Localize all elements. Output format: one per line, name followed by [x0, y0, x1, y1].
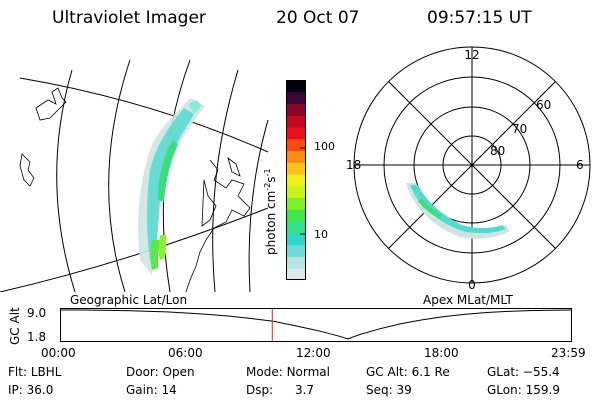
ip-value: 36.0	[26, 383, 54, 397]
lat-label-60: 60	[536, 98, 551, 112]
colorbar-swatch	[286, 91, 306, 105]
colorbar-swatch	[286, 162, 306, 175]
geographic-map	[0, 59, 269, 292]
door-label: Door:	[126, 365, 159, 379]
mlt-label-0: 0	[468, 278, 476, 290]
aurora-emission	[138, 98, 205, 275]
unit-exponent-cm: -2	[263, 182, 272, 191]
dsp-label: Dsp:	[246, 383, 274, 397]
instrument-title: Ultraviolet Imager	[52, 8, 206, 28]
aurora-oval	[406, 183, 510, 239]
timeline-ytick-max: 9.0	[27, 306, 47, 320]
info-filter: Flt: LBHL	[8, 365, 61, 379]
colorbar-swatch	[286, 209, 306, 222]
glat-label: GLat:	[487, 365, 520, 379]
polar-plot: 12 18 6 0 60 70 80	[346, 46, 591, 290]
longitude-line	[108, 59, 131, 292]
unit-photon-cm: photon cm	[264, 190, 278, 255]
colorbar-tick-10: 10	[314, 228, 328, 241]
geo-panel-label: Geographic Lat/Lon	[70, 293, 188, 307]
seq-label: Seq:	[366, 383, 393, 397]
gcalt-label: GC Alt:	[366, 365, 408, 379]
colorbar-unit-label: photon cm-2s-1	[263, 168, 278, 255]
latitude-line	[0, 207, 269, 292]
longitude-line	[248, 119, 269, 292]
longitude-line	[212, 69, 239, 292]
timeline-xtick-0000: 00:00	[41, 346, 76, 360]
mlt-line-diagonal	[388, 81, 556, 249]
colorbar-swatch	[286, 174, 306, 187]
coastline	[227, 156, 241, 177]
altitude-timeline	[60, 308, 572, 342]
info-ip: IP: 36.0	[8, 383, 53, 397]
altitude-curve	[60, 309, 572, 340]
unit-s: s	[264, 176, 278, 183]
info-gain: Gain: 14	[126, 383, 177, 397]
mlt-label-6: 6	[576, 158, 584, 172]
info-door: Door: Open	[126, 365, 195, 379]
mlt-label-12: 12	[464, 48, 479, 62]
unit-exponent-s: -1	[263, 168, 272, 177]
timeline-xtick-1200: 12:00	[296, 346, 331, 360]
info-dsp: Dsp: 3.7	[246, 383, 314, 397]
colorbar-swatch	[286, 150, 306, 163]
latitude-line	[19, 77, 269, 153]
filter-value: LBHL	[30, 365, 62, 379]
info-mode: Mode: Normal	[246, 365, 330, 379]
lat-label-80: 80	[490, 144, 505, 158]
mode-value: Normal	[286, 365, 330, 379]
glat-value: −55.4	[522, 365, 560, 379]
colorbar-swatch	[286, 115, 306, 128]
colorbar-swatch	[286, 80, 306, 93]
ip-label: IP:	[8, 383, 23, 397]
seq-value: 39	[396, 383, 412, 397]
timeline-xtick-2359: 23:59	[551, 346, 586, 360]
colorbar-swatch	[286, 244, 306, 257]
colorbar-swatch	[286, 185, 306, 199]
coastline	[19, 153, 35, 187]
coastline	[35, 87, 67, 121]
timeline-xtick-0600: 06:00	[168, 346, 203, 360]
glon-value: 159.9	[525, 383, 560, 397]
colorbar-tick-100: 100	[314, 140, 335, 153]
polar-panel-label: Apex MLat/MLT	[423, 293, 513, 307]
colorbar-swatch	[286, 103, 306, 116]
info-glat: GLat: −55.4	[487, 365, 560, 379]
mode-label: Mode:	[246, 365, 283, 379]
gcalt-value: 6.1 Re	[411, 365, 450, 379]
colorbar-swatch	[286, 138, 306, 152]
colorbar-swatch	[286, 221, 306, 234]
gain-label: Gain:	[126, 383, 158, 397]
info-gcalt: GC Alt: 6.1 Re	[366, 365, 450, 379]
mlt-label-18: 18	[346, 158, 361, 172]
timeline-ytick-min: 1.8	[27, 330, 47, 344]
info-glon: GLon: 159.9	[487, 383, 560, 397]
timeline-ylabel: GC Alt	[8, 307, 22, 345]
intensity-colorbar	[286, 80, 306, 280]
image-date: 20 Oct 07	[276, 8, 360, 28]
colorbar-swatch	[286, 232, 306, 246]
colorbar-swatch	[286, 197, 306, 210]
lat-label-70: 70	[512, 122, 527, 136]
filter-label: Flt:	[8, 365, 27, 379]
door-value: Open	[162, 365, 195, 379]
gain-value: 14	[161, 383, 177, 397]
longitude-line	[56, 69, 76, 292]
colorbar-swatch	[286, 256, 306, 269]
image-time: 09:57:15 UT	[427, 8, 532, 28]
info-seq: Seq: 39	[366, 383, 412, 397]
colorbar-swatch	[286, 127, 306, 140]
timeline-xtick-1800: 18:00	[424, 346, 459, 360]
coastline	[185, 159, 251, 292]
dsp-value: 3.7	[294, 383, 315, 397]
colorbar-swatch	[286, 268, 306, 280]
glon-label: GLon:	[487, 383, 522, 397]
